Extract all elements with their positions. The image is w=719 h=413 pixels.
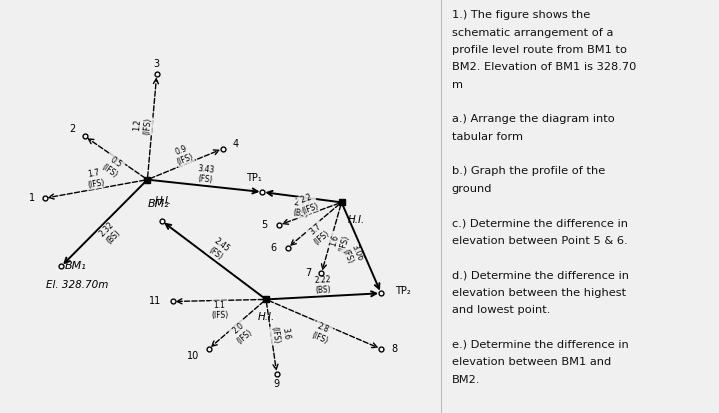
Text: 1.2
(IFS): 1.2 (IFS)	[132, 116, 153, 135]
Text: 0.9
(IFS): 0.9 (IFS)	[171, 143, 195, 167]
Text: 1: 1	[29, 193, 35, 203]
Text: 1.7
(IFS): 1.7 (IFS)	[85, 168, 105, 190]
Text: e.) Determine the difference in: e.) Determine the difference in	[452, 340, 628, 350]
Text: 9: 9	[274, 379, 280, 389]
Text: profile level route from BM1 to: profile level route from BM1 to	[452, 45, 626, 55]
Text: El. 328.70m: El. 328.70m	[47, 280, 109, 290]
Text: 5: 5	[262, 220, 267, 230]
Text: 3: 3	[154, 59, 160, 69]
Text: and lowest point.: and lowest point.	[452, 305, 550, 315]
Text: c.) Determine the difference in: c.) Determine the difference in	[452, 218, 628, 228]
Text: 7: 7	[306, 268, 311, 278]
Text: d.) Determine the difference in: d.) Determine the difference in	[452, 271, 628, 280]
Text: 6: 6	[270, 243, 276, 253]
Text: schematic arrangement of a: schematic arrangement of a	[452, 28, 613, 38]
Text: elevation between the highest: elevation between the highest	[452, 288, 626, 298]
Text: TP₁: TP₁	[246, 173, 262, 183]
Text: elevation between BM1 and: elevation between BM1 and	[452, 357, 610, 367]
Text: 3.6
(IFS): 3.6 (IFS)	[270, 324, 291, 344]
Text: ground: ground	[452, 184, 492, 194]
Text: tabular form: tabular form	[452, 132, 523, 142]
Text: 11: 11	[148, 297, 161, 306]
Text: 3.06
(FS): 3.06 (FS)	[340, 243, 365, 266]
Text: BM₁: BM₁	[65, 261, 86, 271]
Text: 2.22
(BS): 2.22 (BS)	[314, 275, 332, 295]
Text: H.I.: H.I.	[347, 215, 365, 225]
Text: 3.7
(IFS): 3.7 (IFS)	[306, 221, 331, 247]
Text: a.) Arrange the diagram into: a.) Arrange the diagram into	[452, 114, 614, 124]
Text: 1.) The figure shows the: 1.) The figure shows the	[452, 10, 590, 20]
Text: 2.77
(BS): 2.77 (BS)	[291, 198, 311, 219]
Text: TP₂: TP₂	[395, 286, 411, 296]
Text: m: m	[452, 80, 462, 90]
Text: 8: 8	[391, 344, 397, 354]
Text: H.I.: H.I.	[155, 196, 172, 206]
Text: 2.0
(IFS): 2.0 (IFS)	[229, 320, 255, 346]
Text: 1.6
(IFS): 1.6 (IFS)	[328, 231, 352, 253]
Text: 10: 10	[186, 351, 199, 361]
Text: 2.8
(IFS): 2.8 (IFS)	[310, 321, 333, 346]
Text: BM₂: BM₂	[147, 199, 169, 209]
Text: elevation between Point 5 & 6.: elevation between Point 5 & 6.	[452, 236, 627, 246]
Text: 3.43
(FS): 3.43 (FS)	[196, 164, 215, 185]
Text: BM2.: BM2.	[452, 375, 480, 385]
Text: 0.5
(IFS): 0.5 (IFS)	[100, 154, 125, 180]
Text: b.) Graph the profile of the: b.) Graph the profile of the	[452, 166, 605, 176]
Text: 2.32
(BS): 2.32 (BS)	[97, 220, 123, 246]
Text: 2: 2	[69, 124, 75, 134]
Text: 4: 4	[233, 139, 239, 149]
Text: 1.1
(IFS): 1.1 (IFS)	[211, 301, 228, 320]
Text: 2.2
(IFS): 2.2 (IFS)	[297, 192, 320, 216]
Text: H.I.: H.I.	[257, 312, 275, 322]
Text: 2.45
(FS): 2.45 (FS)	[206, 237, 231, 262]
Text: BM2. Elevation of BM1 is 328.70: BM2. Elevation of BM1 is 328.70	[452, 62, 636, 72]
